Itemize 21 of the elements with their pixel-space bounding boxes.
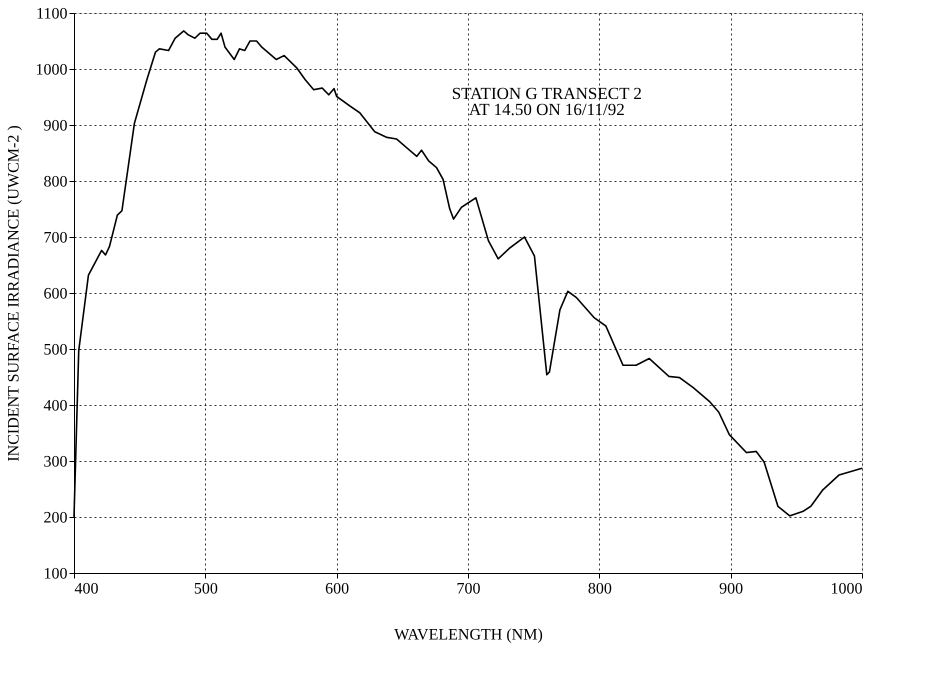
annotation: STATION G TRANSECT 2 AT 14.50 ON 16/11/92 (452, 84, 642, 119)
x-tick-label: 400 (74, 580, 98, 598)
y-tick-label: 900 (44, 118, 68, 134)
y-tick-label: 700 (44, 230, 68, 246)
y-tick-label: 300 (44, 454, 68, 470)
y-tick-label: 600 (44, 286, 68, 302)
y-tick-label: 1000 (36, 62, 68, 78)
x-tick-label: 700 (456, 580, 480, 598)
y-axis-title: INCIDENT SURFACE IRRADIANCE (UWCM-2 ) (6, 125, 22, 462)
y-tick-label: 800 (44, 174, 68, 190)
x-tick-label: 1000 (830, 580, 862, 598)
x-tick-label: 500 (194, 580, 218, 598)
y-tick-label: 100 (44, 566, 68, 582)
x-tick-label: 600 (325, 580, 350, 598)
x-tick-label: 800 (588, 580, 612, 598)
y-tick-label: 400 (44, 398, 68, 414)
x-tick-label: 900 (719, 580, 744, 598)
x-axis-title: WAVELENGTH (NM) (394, 626, 543, 644)
y-tick-label: 1100 (36, 6, 68, 22)
y-tick-label: 200 (44, 510, 68, 526)
y-tick-label: 500 (44, 342, 68, 358)
